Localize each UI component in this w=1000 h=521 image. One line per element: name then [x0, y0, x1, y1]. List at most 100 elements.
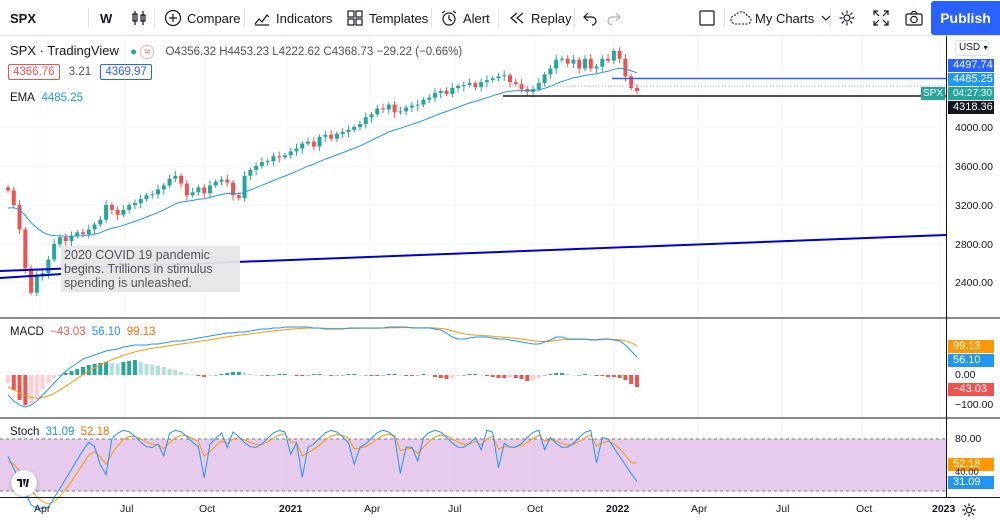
publish-button[interactable]: Publish	[931, 1, 1000, 35]
candle-body	[577, 59, 582, 69]
candle-body	[75, 232, 80, 237]
layout-button[interactable]	[698, 0, 716, 36]
candle-body	[444, 90, 449, 94]
candle-body	[450, 88, 455, 94]
symbol-search[interactable]: SPX	[10, 0, 36, 36]
candle-body	[329, 134, 334, 139]
macd-hist-bar	[583, 374, 587, 375]
candle-body	[196, 187, 201, 193]
macd-hist-bar	[213, 375, 218, 376]
macd-hist-bar	[490, 375, 495, 377]
macd-hist-bar	[115, 364, 120, 375]
macd-hist-bar	[17, 375, 22, 400]
gear-icon	[962, 503, 976, 517]
ema-label: EMA	[10, 92, 35, 104]
ohlc-values: O4356.32 H4453.23 L4222.62 C4368.73 −29.…	[165, 46, 463, 58]
candle-body	[340, 131, 345, 134]
alert-button[interactable]: Alert	[440, 0, 490, 36]
compare-button[interactable]: Compare	[164, 0, 240, 36]
macd-hist-bar	[57, 375, 62, 376]
interval-button[interactable]: W	[100, 0, 112, 36]
sell-button[interactable]: 4366.76	[8, 64, 60, 80]
macd-hist-bar	[98, 363, 103, 375]
undo-button[interactable]	[582, 0, 598, 36]
macd-tick: 0.00	[955, 369, 976, 381]
chart-annotation[interactable]: 2020 COVID 19 pandemic begins. Trillions…	[61, 246, 240, 292]
stoch-band-fill	[0, 438, 946, 492]
settings-button[interactable]	[838, 0, 856, 36]
macd-hist-value: −43.03	[50, 326, 86, 338]
candle-body	[490, 78, 495, 81]
templates-button[interactable]: Templates	[346, 0, 428, 36]
candle-body	[277, 156, 282, 158]
macd-hist-bar	[565, 374, 570, 375]
macd-hist-bar	[323, 375, 328, 376]
candle-body	[254, 166, 259, 170]
candle-body	[156, 189, 161, 195]
candle-body	[300, 143, 305, 149]
candle-body	[46, 259, 51, 274]
macd-hist-bar	[456, 375, 461, 376]
candle-body	[634, 88, 639, 92]
candle-body	[29, 268, 34, 293]
time-tick: 2022	[606, 503, 630, 515]
stoch-label: Stoch	[10, 426, 40, 438]
macd-hist-bar	[398, 375, 403, 376]
time-tick: Apr	[691, 503, 708, 515]
pane-frame	[0, 36, 1000, 498]
macd-hist-bar	[571, 375, 576, 376]
chart-title: SPX · TradingView	[10, 43, 119, 58]
my-charts-button[interactable]: My Charts	[730, 0, 832, 36]
candle-body	[121, 209, 126, 215]
macd-hist-bar	[346, 374, 351, 375]
fullscreen-button[interactable]	[872, 0, 890, 36]
indicators-button[interactable]: Indicators	[253, 0, 332, 36]
macd-hist-bar	[190, 375, 195, 376]
my-charts-label: My Charts	[755, 10, 815, 26]
candle-body	[271, 156, 276, 162]
snapshot-button[interactable]	[904, 0, 924, 36]
macd-tag: 56.10	[948, 354, 994, 367]
ema-legend[interactable]: EMA 4485.25	[10, 92, 83, 104]
stoch-d-line	[7, 433, 637, 505]
macd-legend[interactable]: MACD −43.03 56.10 99.13	[10, 326, 156, 338]
candle-body	[606, 58, 611, 61]
price-tick: 2800.00	[955, 239, 993, 251]
symbol-price-tag: SPX	[921, 87, 945, 100]
currency-label: USD	[959, 42, 981, 53]
candle-body	[190, 192, 195, 196]
candle-body	[617, 50, 622, 59]
currency-selector[interactable]: USD ▼	[955, 40, 989, 56]
top-toolbar: SPX W Compare Indicators Templates Alert…	[0, 0, 1000, 36]
candle-body	[231, 182, 236, 196]
macd-hist-bar	[531, 375, 536, 380]
stoch-legend[interactable]: Stoch 31.09 52.18	[10, 426, 109, 438]
macd-hist-bar	[306, 375, 311, 376]
chart-type-button[interactable]	[130, 0, 148, 36]
horizontal-levels[interactable]	[500, 77, 946, 97]
macd-hist-bar	[167, 369, 172, 375]
redo-button[interactable]	[606, 0, 622, 36]
candle-body	[583, 58, 587, 69]
buy-button[interactable]: 4369.97	[100, 64, 152, 80]
candle-body	[282, 155, 287, 158]
replay-button[interactable]: Replay	[508, 0, 571, 36]
macd-hist-bar	[63, 373, 68, 375]
candle-body	[138, 199, 143, 204]
tradingview-logo[interactable]	[11, 470, 37, 496]
candle-body	[311, 141, 316, 147]
macd-hist-bar	[184, 374, 189, 375]
candle-body	[150, 194, 155, 196]
candle-body	[104, 205, 109, 220]
candle-body	[219, 179, 224, 182]
chart-settings-button[interactable]	[961, 502, 977, 521]
symbol-label: SPX	[10, 10, 37, 26]
candle-body	[484, 80, 489, 83]
candle-body	[346, 129, 351, 132]
toolbar-divider	[88, 8, 89, 28]
macd-hist-bar	[282, 374, 287, 375]
templates-icon	[347, 10, 363, 26]
candle-body	[57, 237, 62, 244]
candle-body	[375, 108, 380, 115]
macd-hist-bar	[542, 375, 547, 376]
